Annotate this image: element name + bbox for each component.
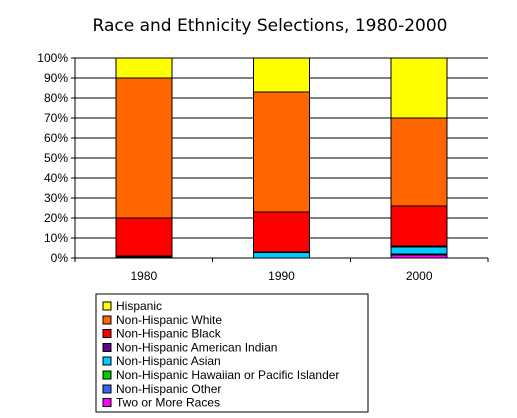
legend-swatch bbox=[102, 356, 112, 366]
bars bbox=[115, 57, 448, 259]
bar-segment bbox=[390, 57, 448, 119]
y-tick-label: 80% bbox=[44, 91, 68, 105]
y-axis-ticks: 0% 10% 20% 30% 40% 50% 60% 70% 80% 90% 100% bbox=[37, 51, 75, 265]
legend-box bbox=[95, 293, 369, 413]
y-tick-label: 20% bbox=[44, 211, 68, 225]
y-tick-label: 100% bbox=[37, 51, 68, 65]
legend-swatch bbox=[102, 342, 112, 352]
x-tick-label: 2000 bbox=[406, 269, 433, 283]
x-axis-ticks: 1980 1990 2000 bbox=[74, 258, 489, 283]
chart-title: Race and Ethnicity Selections, 1980-2000 bbox=[93, 16, 448, 36]
y-tick-label: 90% bbox=[44, 71, 68, 85]
legend-label: Non-Hispanic Other bbox=[116, 382, 221, 396]
y-tick-label: 70% bbox=[44, 111, 68, 125]
y-tick-label: 60% bbox=[44, 131, 68, 145]
x-tick-label: 1980 bbox=[130, 269, 157, 283]
y-tick-label: 10% bbox=[44, 231, 68, 245]
y-tick-label: 50% bbox=[44, 151, 68, 165]
legend-label: Non-Hispanic Asian bbox=[116, 354, 221, 368]
legend-label: Hispanic bbox=[116, 299, 162, 313]
bar-segment bbox=[253, 91, 310, 213]
bar-segment bbox=[115, 57, 173, 79]
axes bbox=[74, 58, 488, 259]
bar-segment bbox=[390, 205, 448, 247]
legend-label: Non-Hispanic Hawaiian or Pacific Islande… bbox=[116, 368, 339, 382]
bar-segment bbox=[115, 217, 173, 257]
legend-swatch bbox=[102, 384, 112, 394]
bar-segment bbox=[253, 211, 310, 253]
legend-label: Non-Hispanic White bbox=[116, 313, 222, 327]
bar-segment bbox=[390, 246, 448, 255]
x-tick-label: 1990 bbox=[268, 269, 295, 283]
legend-label: Two or More Races bbox=[116, 396, 220, 410]
legend-label: Non-Hispanic Black bbox=[116, 327, 222, 341]
legend-swatch bbox=[102, 329, 112, 339]
bar-segment bbox=[390, 117, 448, 207]
legend-label: Non-Hispanic American Indian bbox=[116, 340, 277, 354]
bar-segment bbox=[253, 252, 310, 259]
legend-swatch bbox=[102, 315, 112, 325]
legend-swatch bbox=[102, 301, 112, 311]
bar-segment bbox=[115, 77, 173, 219]
legend-swatch bbox=[102, 398, 112, 408]
y-tick-label: 30% bbox=[44, 191, 68, 205]
y-tick-label: 0% bbox=[51, 251, 69, 265]
bar-segment bbox=[253, 57, 310, 93]
legend-swatch bbox=[102, 370, 112, 380]
y-tick-label: 40% bbox=[44, 171, 68, 185]
